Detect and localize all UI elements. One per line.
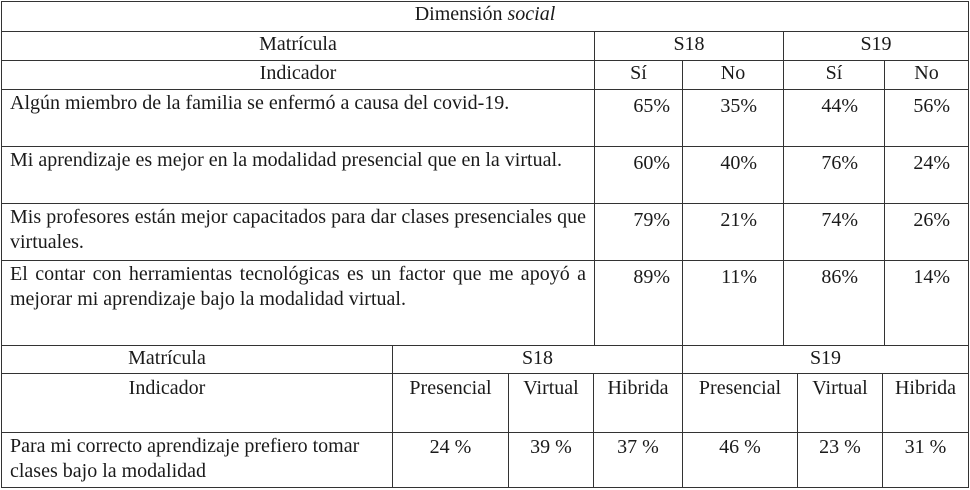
answer-header: Sí — [594, 60, 683, 90]
value-cell: 86% — [783, 260, 885, 346]
value-cell: 39 % — [508, 432, 594, 488]
value-cell: 60% — [594, 146, 683, 204]
value-cell: 40% — [682, 146, 784, 204]
value-cell: 44% — [783, 89, 885, 147]
mode-header: Presencial — [392, 373, 509, 433]
value-cell: 23 % — [797, 432, 883, 488]
answer-header: Sí — [783, 60, 885, 90]
value-cell: 89% — [594, 260, 683, 346]
value-cell: 35% — [682, 89, 784, 147]
mode-header: Hibrida — [593, 373, 683, 433]
indicator-cell: Mi aprendizaje es mejor en la modalidad … — [1, 146, 595, 204]
group-header-s19: S19 — [783, 31, 969, 61]
indicator-cell: Mis profesores están mejor capacitados p… — [1, 203, 595, 261]
value-cell: 11% — [682, 260, 784, 346]
value-cell: 24 % — [392, 432, 509, 488]
matricula-header: Matrícula — [1, 31, 595, 61]
group-header-s18: S18 — [392, 345, 683, 374]
value-cell: 74% — [783, 203, 885, 261]
indicator-cell: Para mi correcto aprendizaje prefiero to… — [1, 432, 393, 488]
indicador-header: Indicador — [1, 60, 595, 90]
indicator-cell: El contar con herramientas tecnológicas … — [1, 260, 595, 346]
answer-header: No — [884, 60, 969, 90]
group-header-s19: S19 — [682, 345, 969, 374]
title-italic: social — [507, 3, 556, 25]
indicator-cell: Algún miembro de la familia se enfermó a… — [1, 89, 595, 147]
mode-header: Hibrida — [882, 373, 969, 433]
value-cell: 37 % — [593, 432, 683, 488]
title-text: Dimensión — [414, 3, 508, 25]
group-header-s18: S18 — [594, 31, 784, 61]
mode-header: Virtual — [508, 373, 594, 433]
value-cell: 24% — [884, 146, 969, 204]
value-cell: 46 % — [682, 432, 798, 488]
value-cell: 21% — [682, 203, 784, 261]
value-cell: 65% — [594, 89, 683, 147]
mode-header: Presencial — [682, 373, 798, 433]
table-title: Dimensión social — [1, 1, 969, 32]
value-cell: 14% — [884, 260, 969, 346]
mode-header: Virtual — [797, 373, 883, 433]
value-cell: 79% — [594, 203, 683, 261]
value-cell: 26% — [884, 203, 969, 261]
indicador-header: Indicador — [1, 373, 393, 433]
value-cell: 31 % — [882, 432, 969, 488]
value-cell: 56% — [884, 89, 969, 147]
matricula-header: Matrícula — [1, 345, 393, 374]
value-cell: 76% — [783, 146, 885, 204]
answer-header: No — [682, 60, 784, 90]
